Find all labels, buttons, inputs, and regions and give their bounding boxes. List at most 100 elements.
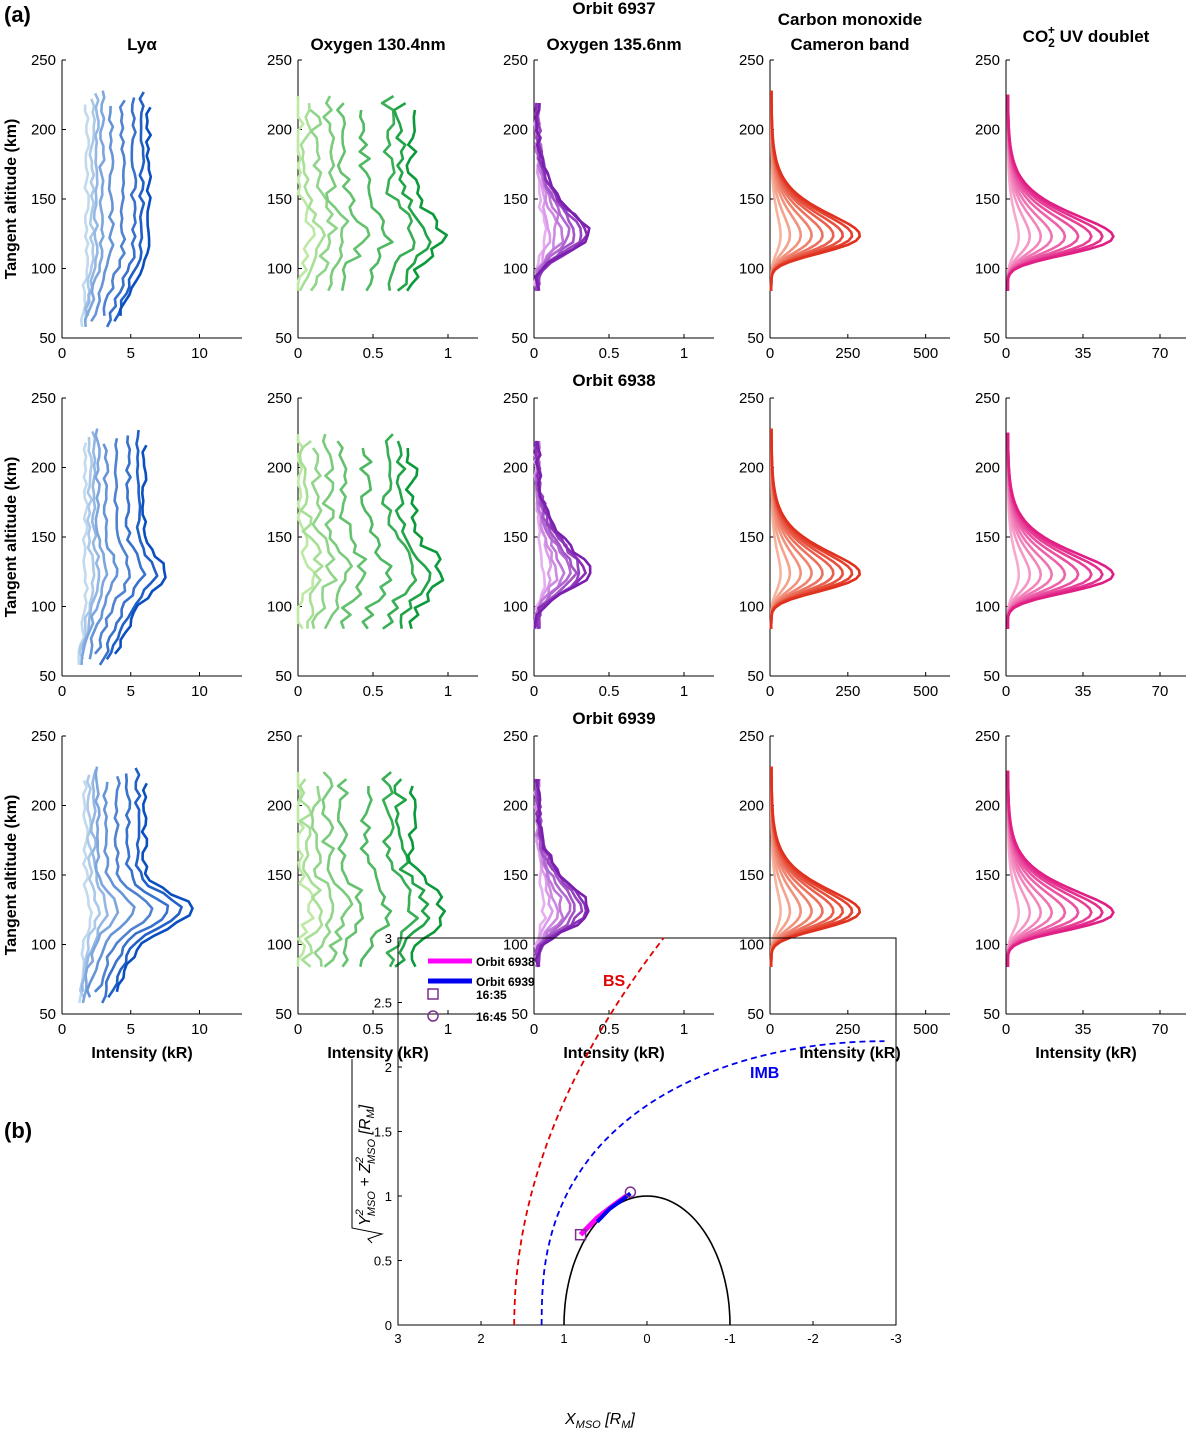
x-tick-label: 35: [1075, 345, 1092, 362]
orbit-title-1: Orbit 6938: [572, 371, 655, 390]
b-y-tick-label: 2: [385, 1060, 392, 1075]
y-tick-label: 150: [975, 191, 1000, 208]
y-tick-label: 50: [511, 668, 528, 685]
b-ylabel-sub1: MSO: [366, 1191, 378, 1217]
x-tick-label: 1: [680, 683, 688, 700]
profile-r1-c0-4: [88, 443, 119, 660]
b-ylabel-sq1: 2: [354, 1209, 366, 1216]
legend-16-45-label: 16:45: [476, 1010, 507, 1024]
x-tick-label: 0.5: [363, 345, 384, 362]
axes-r1-c4: 50 100 150 200 250 0 35 70: [975, 390, 1186, 700]
profile-r1-c1-2: [310, 447, 338, 629]
profile-r2-c0-8: [115, 782, 194, 993]
y-tick-label: 50: [39, 668, 56, 685]
profile-r0-c1-8: [405, 109, 448, 292]
y-axis-title: Tangent altitude (km): [3, 457, 20, 618]
profile-r2-c4-8: [1006, 770, 1115, 967]
x-tick-label: 0: [1002, 1021, 1010, 1038]
legend-orbit-6939-label: Orbit 6939: [476, 975, 535, 989]
y-tick-label: 150: [739, 529, 764, 546]
y-tick-label: 150: [975, 867, 1000, 884]
profile-r1-c0-6: [98, 435, 147, 666]
y-tick-label: 200: [739, 122, 764, 139]
x-tick-label: 5: [127, 683, 135, 700]
axes-r0-c0: 50 100 150 200 250 0 5 10 Tangent altitude (km): [3, 52, 242, 362]
y-tick-label: 250: [975, 52, 1000, 69]
b-y-tick-label: 1.5: [374, 1125, 392, 1140]
axes-r0-c3: 50 100 150 200 250 0 250 500: [739, 52, 950, 362]
x-axis-title: Intensity (kR): [1035, 1045, 1136, 1062]
profile-r0-c2-8: [534, 103, 591, 292]
orbit-6939-track: [595, 1191, 632, 1224]
x-axis-title: Intensity (kR): [563, 1045, 664, 1062]
y-tick-label: 250: [31, 390, 56, 407]
axes-r0-c2: 50 100 150 200 250 0 0.5 1: [503, 52, 714, 362]
b-xlabel: XMSO [RM]: [564, 1411, 635, 1431]
y-tick-label: 50: [511, 1006, 528, 1023]
title-1: Oxygen 130.4nm: [310, 35, 445, 54]
y-tick-label: 150: [31, 529, 56, 546]
b-x-tick-label: -1: [724, 1331, 736, 1346]
profile-r0-c1-7: [393, 101, 432, 292]
b-x-tick-label: 2: [477, 1331, 484, 1346]
x-tick-label: 5: [127, 1021, 135, 1038]
profile-r2-c1-7: [393, 778, 431, 968]
profile-r0-c1-1: [298, 103, 326, 292]
profile-r1-c0-3: [80, 428, 109, 665]
y-tick-label: 150: [31, 191, 56, 208]
title-2: Oxygen 135.6nm: [546, 35, 681, 54]
b-ylabel: Y2MSO + Z2MSO [RM]: [351, 1059, 384, 1244]
b-y-tick-label: 2.5: [374, 996, 392, 1011]
b-x-tick-label: -3: [890, 1331, 902, 1346]
profile-r2-c1-6: [381, 771, 419, 968]
y-tick-label: 150: [267, 529, 292, 546]
bow-shock-curve: [513, 937, 665, 1325]
title-co2p-co: CO: [1023, 27, 1049, 46]
title-co2p-sub: 2: [1048, 36, 1055, 50]
legend-square-icon: [427, 988, 439, 1000]
x-tick-label: 0: [58, 345, 66, 362]
marker-16-45-circle: [624, 1186, 637, 1198]
profile-r2-c1-0: [296, 772, 315, 967]
y-tick-label: 250: [975, 728, 1000, 745]
profile-r2-c0-1: [78, 774, 102, 998]
b-x-tick-label: 0: [643, 1331, 650, 1346]
x-axis-title: Intensity (kR): [799, 1045, 900, 1062]
b-ylabel-units-end: ]: [357, 1104, 374, 1111]
panel-a-grid: Lyα Oxygen 130.4nm Oxygen 135.6nm Carbon mo…: [3, 0, 1186, 1062]
b-plot-frame: [397, 937, 897, 1326]
x-tick-label: 10: [191, 1021, 208, 1038]
y-tick-label: 150: [267, 867, 292, 884]
y-tick-label: 250: [267, 52, 292, 69]
profile-r1-c0-1: [78, 436, 96, 660]
profile-r1-c1-4: [336, 440, 368, 630]
b-xlabel-units-end: ]: [628, 1411, 635, 1428]
x-tick-label: 0: [294, 345, 302, 362]
y-tick-label: 200: [503, 460, 528, 477]
x-tick-label: 0: [58, 683, 66, 700]
b-x-tick-label: 3: [394, 1331, 401, 1346]
y-tick-label: 100: [267, 937, 292, 954]
y-tick-label: 100: [975, 261, 1000, 278]
profile-r0-c3-8: [769, 90, 861, 291]
y-tick-label: 50: [747, 1006, 764, 1023]
y-tick-label: 50: [511, 330, 528, 347]
profile-r0-c0-7: [113, 91, 146, 322]
y-tick-label: 100: [503, 261, 528, 278]
x-tick-label: 1: [444, 345, 452, 362]
b-axis-ticks: 3 2 1 0 -1 -2 -3 0 0.5 1 1.5 2 2.5 3: [374, 931, 902, 1346]
b-y-tick-label: 0.5: [374, 1254, 392, 1269]
b-xlabel-x: X: [564, 1411, 577, 1428]
y-tick-label: 150: [267, 191, 292, 208]
b-ylabel-text: Y2MSO + Z2MSO [RM]: [354, 1104, 378, 1226]
y-tick-label: 150: [739, 191, 764, 208]
y-tick-label: 100: [739, 261, 764, 278]
x-tick-label: 35: [1075, 683, 1092, 700]
x-tick-label: 0.5: [363, 683, 384, 700]
orbit-title-0: Orbit 6937: [572, 0, 655, 18]
b-ylabel-sq2: 2: [354, 1157, 366, 1164]
b-xlabel-units: [R: [604, 1411, 621, 1428]
y-tick-label: 100: [975, 599, 1000, 616]
y-tick-label: 100: [31, 937, 56, 954]
profile-r1-c0-0: [77, 442, 89, 665]
